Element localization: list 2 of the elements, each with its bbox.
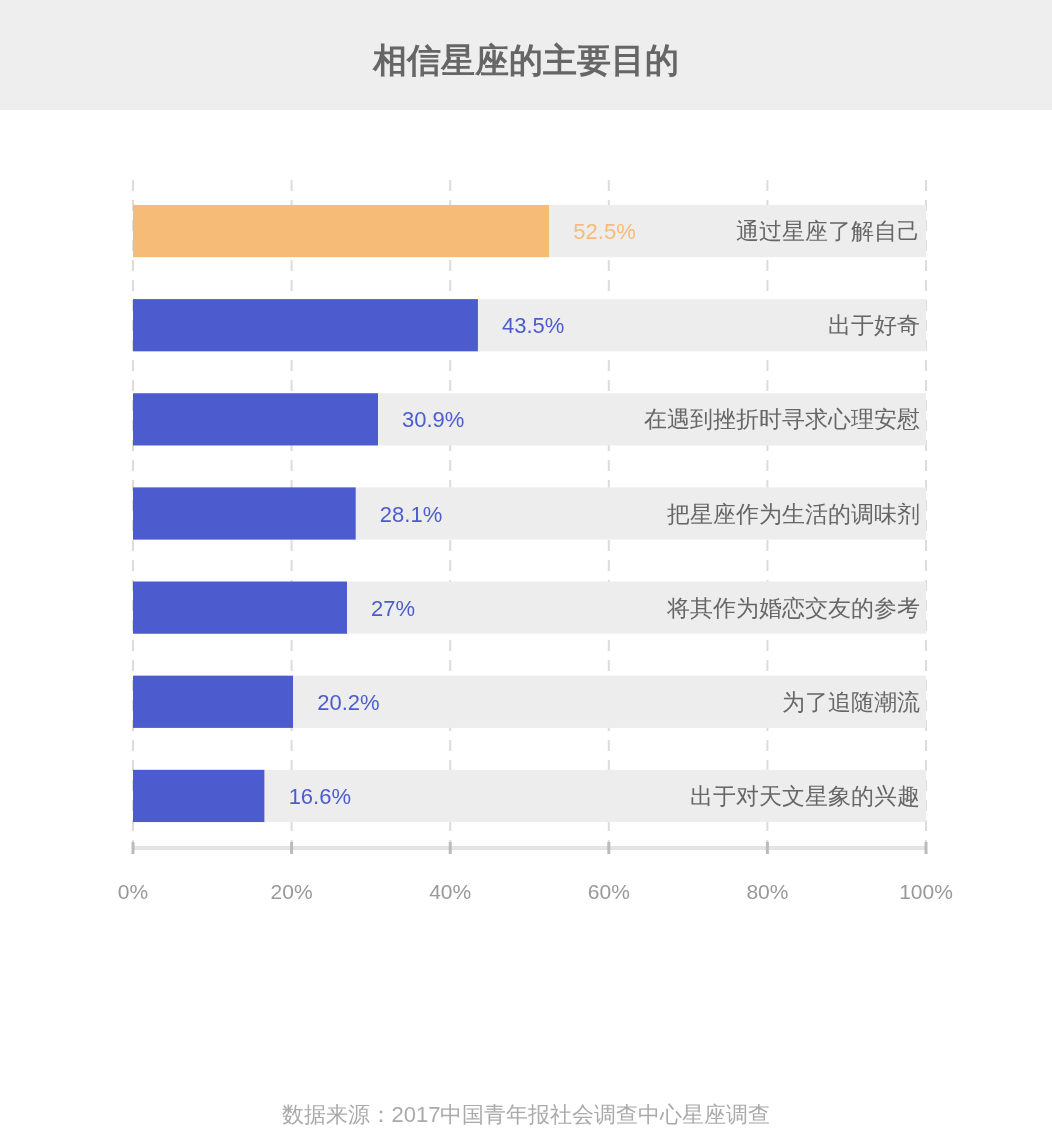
title: 相信星座的主要目的	[373, 41, 679, 79]
annotation: 数据来源：2017中国青年报社会调查中心星座调查	[281, 1102, 771, 1127]
